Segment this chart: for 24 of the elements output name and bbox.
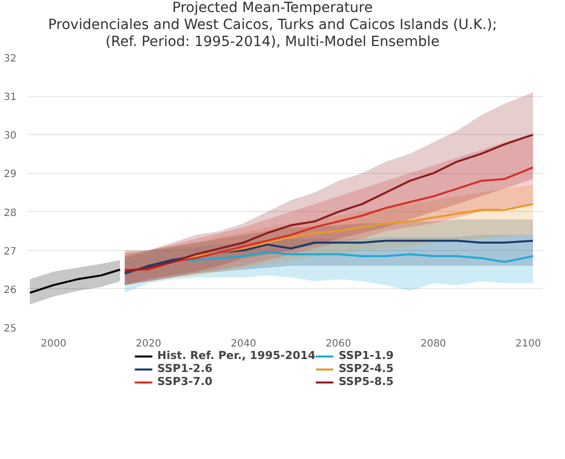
legend-label: SSP1-1.9 bbox=[338, 349, 394, 362]
legend-label: SSP3-7.0 bbox=[157, 375, 212, 388]
legend-label: SSP1-2.6 bbox=[157, 362, 212, 375]
y-tick-label: 32 bbox=[4, 54, 17, 64]
y-tick-label: 27 bbox=[4, 246, 17, 258]
y-tick-label: 31 bbox=[4, 92, 17, 104]
y-tick-label: 26 bbox=[4, 284, 17, 296]
line-series bbox=[28, 268, 122, 294]
y-tick-label: 28 bbox=[4, 208, 17, 219]
y-tick-label: 25 bbox=[4, 324, 17, 334]
legend-label: SSP2-4.5 bbox=[338, 362, 394, 375]
y-tick-label: 29 bbox=[4, 169, 17, 180]
x-tick-label: 2060 bbox=[326, 338, 352, 350]
chart-title: Projected Mean-Temperature Providenciales and West Caicos, Turks and Caicos Islands (U.K.); (Ref. Period: 1995-2014), Multi-Model Ensemble bbox=[48, 0, 497, 51]
x-tick-label: 2020 bbox=[136, 338, 162, 350]
line-series bbox=[124, 166, 534, 271]
x-tick-label: 2100 bbox=[516, 338, 541, 350]
x-tick-label: 2040 bbox=[230, 338, 256, 350]
legend-label: SSP5-8.5 bbox=[338, 375, 394, 388]
x-tick-label: 2000 bbox=[40, 338, 66, 350]
line-series bbox=[124, 240, 534, 274]
legend-label: Hist. Ref. Per., 1995-2014 bbox=[157, 349, 316, 362]
x-tick-label: 2080 bbox=[420, 338, 446, 350]
y-tick-label: 30 bbox=[4, 130, 17, 142]
